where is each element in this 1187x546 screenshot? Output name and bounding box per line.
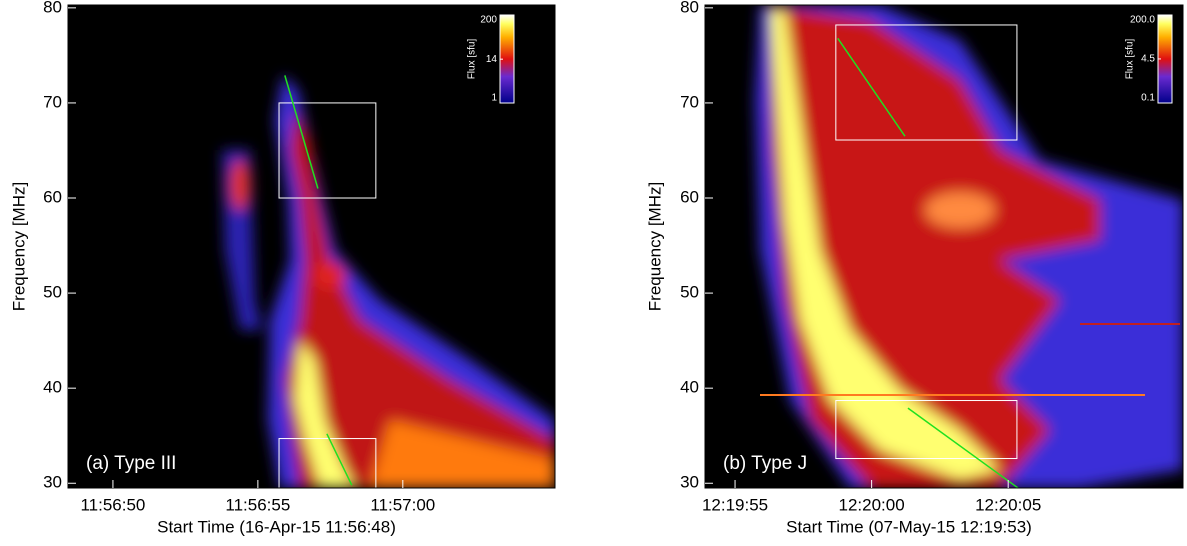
y-tick-label: 70 — [43, 92, 62, 111]
y-tick-label: 40 — [680, 378, 699, 397]
x-tick-label: 11:57:00 — [370, 495, 435, 514]
x-tick-label: 12:20:05 — [975, 495, 1041, 514]
x-axis-label: Start Time (16-Apr-15 11:56:48) — [157, 517, 396, 536]
spectrum-b — [705, 5, 1183, 488]
colorbar-label: Flux [sfu] — [1125, 39, 1136, 80]
colorbar-tick-label: 200.0 — [1130, 15, 1155, 26]
panel-label: (b) Type J — [723, 453, 807, 474]
x-tick-label: 12:20:00 — [839, 495, 905, 514]
region-box — [278, 102, 377, 199]
y-axis-label: Frequency [MHz] — [9, 182, 28, 311]
y-tick-label: 50 — [680, 283, 699, 302]
x-tick-label: 11:56:50 — [80, 495, 145, 514]
colorbar-label: Flux [sfu] — [467, 39, 478, 80]
region-box — [835, 400, 1018, 460]
fit-line — [284, 75, 319, 189]
x-tick-label: 12:19:55 — [702, 495, 768, 514]
y-tick-label: 70 — [680, 92, 699, 111]
fit-line — [326, 433, 353, 486]
x-axis-label: Start Time (07-May-15 12:19:53) — [786, 517, 1032, 536]
colorbar-tick-label: 0.1 — [1141, 93, 1155, 104]
colorbar-tick-label: 200 — [480, 15, 497, 26]
colorbar-tick-label: 14 — [486, 54, 498, 65]
plot-frame — [704, 4, 1184, 489]
spectrum-a — [68, 5, 555, 488]
fit-line — [907, 407, 1019, 489]
region-box — [835, 24, 1018, 141]
y-tick-label: 30 — [43, 473, 62, 492]
y-tick-label: 80 — [680, 0, 699, 16]
colorbar-tick-label: 4.5 — [1141, 54, 1155, 65]
y-tick-label: 60 — [43, 187, 62, 206]
x-tick-label: 11:56:55 — [225, 495, 290, 514]
y-axis-label: Frequency [MHz] — [645, 182, 664, 311]
panel-label: (a) Type III — [86, 453, 176, 474]
y-tick-label: 40 — [43, 378, 62, 397]
plot-frame — [67, 4, 556, 489]
y-tick-label: 30 — [680, 473, 699, 492]
colorbar-tick-label: 1 — [491, 93, 497, 104]
y-tick-label: 60 — [680, 187, 699, 206]
y-tick-label: 50 — [43, 283, 62, 302]
fit-line — [837, 37, 906, 137]
y-tick-label: 80 — [43, 0, 62, 16]
